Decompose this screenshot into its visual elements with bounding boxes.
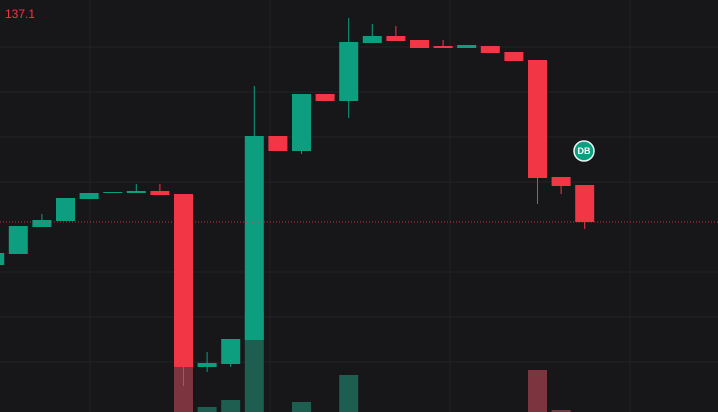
volume-bar — [221, 400, 241, 412]
candle-body — [126, 191, 146, 193]
candle-body — [174, 194, 193, 367]
candle-body — [551, 177, 571, 186]
candle-body — [339, 42, 359, 101]
candle-body — [528, 60, 547, 178]
candle-body — [32, 220, 52, 227]
badge[interactable]: DB — [573, 140, 595, 162]
candle-body — [362, 36, 382, 43]
candle-body — [244, 136, 264, 340]
volume-bar — [197, 407, 217, 412]
volume-bar — [292, 402, 311, 412]
candle-body — [0, 253, 5, 265]
candle-body — [197, 363, 217, 367]
candle-body — [268, 136, 288, 151]
candle-body — [504, 52, 524, 61]
candle-body — [292, 94, 311, 151]
badge-circle[interactable] — [573, 140, 595, 162]
price-label: 137.1 — [5, 7, 35, 21]
candle-body — [386, 36, 406, 41]
badge-label[interactable]: DB — [578, 146, 591, 156]
candle-layer — [0, 18, 718, 386]
candle-body — [433, 46, 453, 48]
candle-body — [103, 192, 123, 193]
volume-bar — [551, 410, 571, 412]
candle-body — [8, 226, 28, 254]
candle-body — [457, 45, 477, 48]
candle-body — [56, 198, 75, 221]
candle-body — [480, 46, 500, 53]
candle-body — [410, 40, 429, 48]
volume-bar — [528, 370, 547, 412]
candle-body — [150, 191, 170, 195]
candle-body — [315, 94, 335, 101]
candle-body — [221, 339, 241, 364]
volume-bar — [339, 375, 359, 412]
candle-body — [79, 193, 99, 199]
candle-body — [575, 185, 595, 222]
